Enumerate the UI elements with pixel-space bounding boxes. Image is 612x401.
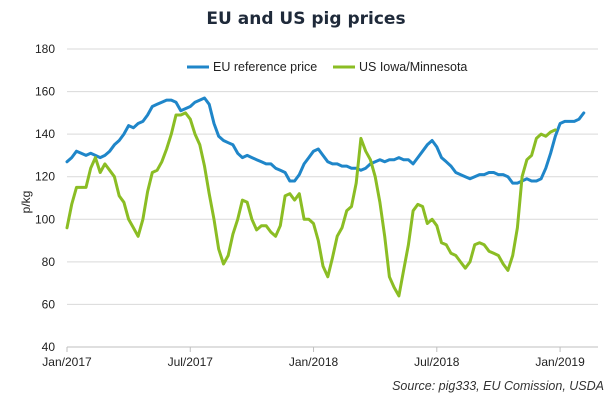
x-tick-label: Jan/2018	[289, 355, 339, 369]
y-axis-label: p/kg	[19, 191, 33, 214]
legend-entry: US Iowa/Minnesota	[359, 60, 467, 74]
source-note: Source: pig333, EU Comission, USDA	[392, 379, 604, 393]
y-tick-label: 140	[35, 127, 55, 141]
series-line-eu-reference-price	[65, 96, 586, 185]
y-tick-label: 160	[35, 85, 55, 99]
axes: 40 60 80 100 120 140 160 180 Jan/2017 Jul/2017 Jan…	[35, 42, 598, 369]
y-tick-label: 60	[42, 297, 56, 311]
legend-entry: EU reference price	[213, 60, 317, 74]
y-tick-label: 180	[35, 42, 55, 56]
y-tick-label: 40	[42, 340, 56, 354]
x-tick-label: Jul/2017	[168, 355, 214, 369]
x-tick-label: Jan/2019	[535, 355, 585, 369]
legend: EU reference price US Iowa/Minnesota	[187, 60, 467, 74]
x-tick-label: Jan/2017	[42, 355, 92, 369]
gridlines	[67, 48, 598, 305]
series-lines	[65, 96, 586, 298]
y-tick-label: 120	[35, 170, 55, 184]
x-tick-label: Jul/2018	[414, 355, 460, 369]
y-tick-label: 80	[42, 255, 56, 269]
series-line-us-iowa-minnesota	[65, 111, 557, 298]
chart-title: EU and US pig prices	[206, 9, 406, 29]
y-tick-label: 100	[35, 212, 55, 226]
